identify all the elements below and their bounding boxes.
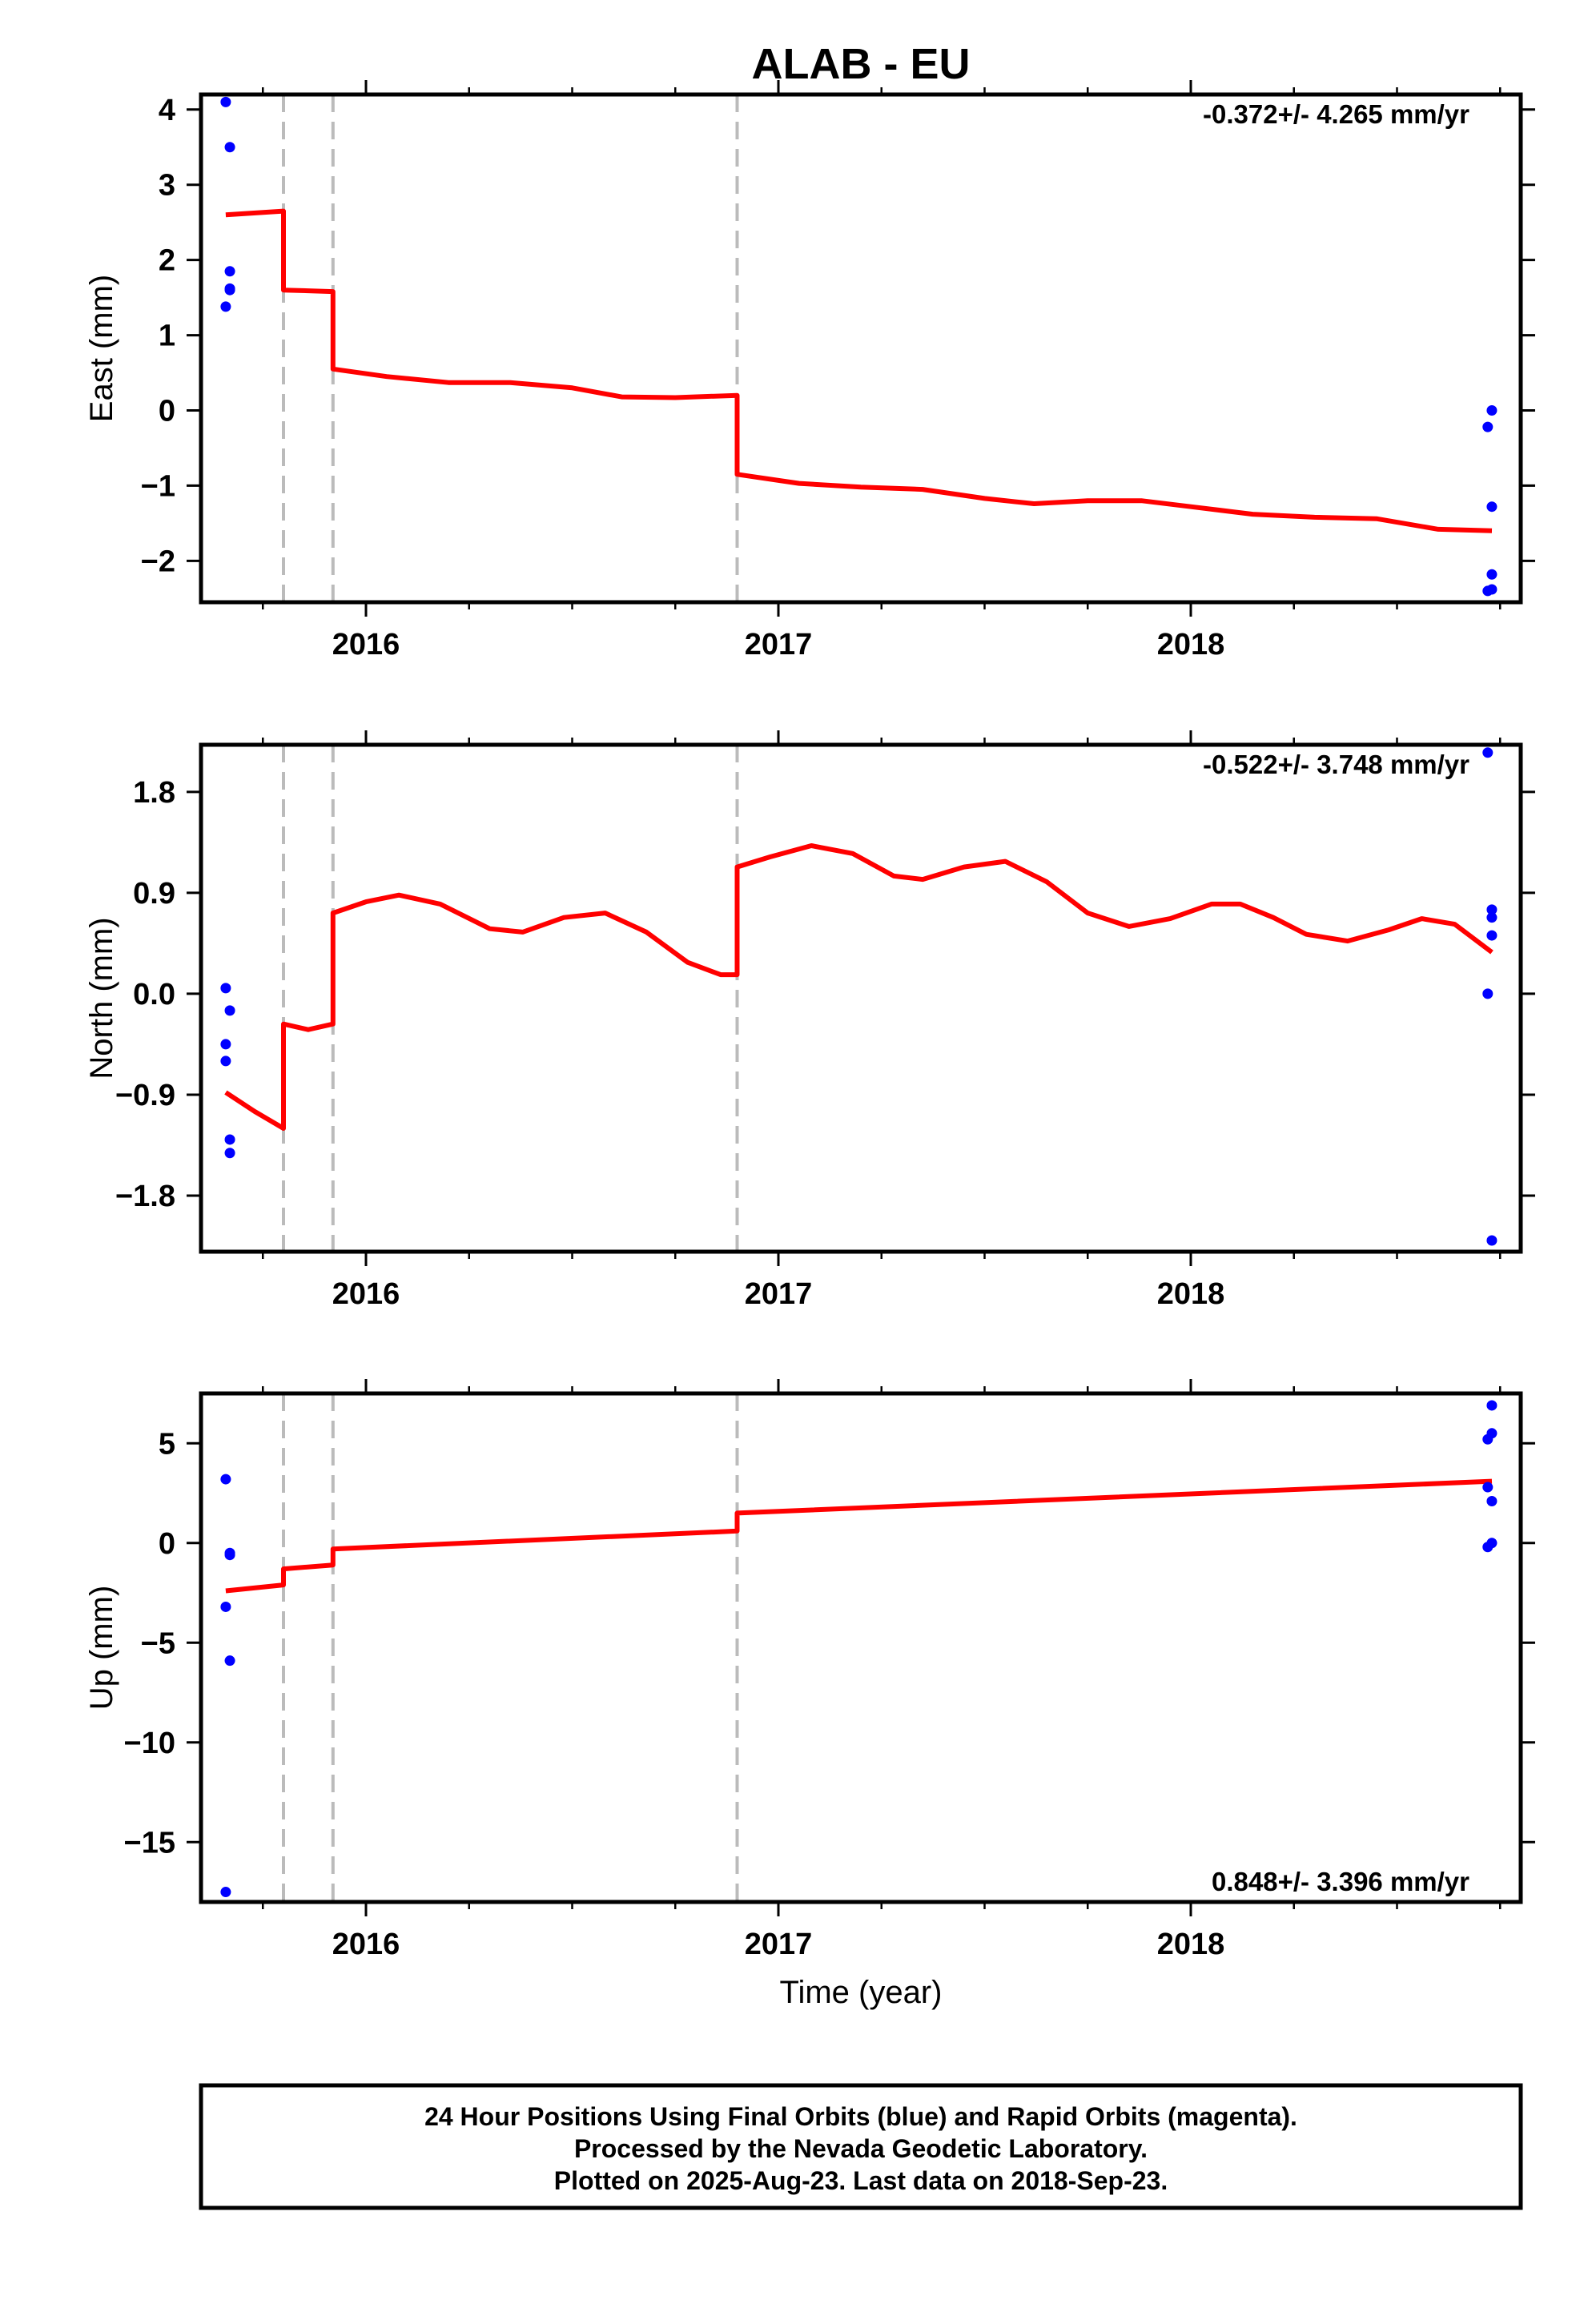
page-title: ALAB - EU [752, 40, 971, 88]
up-y-tick-label: 5 [159, 1427, 175, 1461]
north-y-tick-label: 0.9 [133, 877, 175, 911]
up-plot-frame [199, 1391, 1523, 1904]
north-data-point [224, 1148, 235, 1159]
north-y-axis-label: North (mm) [84, 917, 119, 1079]
north-data-point [1486, 904, 1498, 915]
east-data-point [1486, 404, 1498, 416]
up-x-tick-label: 2018 [1157, 1928, 1225, 1961]
north-data-point [224, 1134, 235, 1145]
north-data-point [1486, 1235, 1498, 1246]
up-model-line [225, 1478, 1493, 1594]
up-data-point [220, 1601, 231, 1612]
east-data-point [224, 142, 235, 153]
north-data-point [1482, 747, 1494, 758]
east-y-axis-label: East (mm) [84, 275, 119, 422]
north-data-point [1486, 912, 1498, 923]
north-data-point [1482, 988, 1494, 999]
footer-box: 24 Hour Positions Using Final Orbits (bl… [199, 2083, 1523, 2210]
north-data-point [220, 983, 231, 994]
north-y-tick-label: −0.9 [115, 1079, 175, 1112]
east-y-tick-label: 3 [159, 169, 175, 203]
east-data-point [1482, 421, 1494, 432]
north-x-tick-label: 2018 [1157, 1277, 1225, 1311]
east-y-tick-label: −2 [141, 545, 175, 578]
up-data-point [1486, 1428, 1498, 1439]
up-y-tick-label: 0 [159, 1527, 175, 1561]
up-y-tick-label: −5 [141, 1626, 175, 1660]
up-rate-label: 0.848+/- 3.396 mm/yr [1212, 1867, 1469, 1896]
east-plot-frame [199, 92, 1523, 605]
north-data-point [220, 1055, 231, 1067]
east-x-tick-label: 2018 [1157, 628, 1225, 661]
footer-line-2: Processed by the Nevada Geodetic Laborat… [574, 2134, 1148, 2163]
up-data-point [1482, 1482, 1494, 1493]
east-data-point [224, 283, 235, 294]
east-x-tick-label: 2016 [332, 628, 400, 661]
north-y-tick-label: −1.8 [115, 1180, 175, 1213]
north-y-tick-label: 0.0 [133, 978, 175, 1011]
up-x-tick-label: 2016 [332, 1928, 400, 1961]
east-model-line [225, 208, 1493, 533]
east-y-tick-label: 0 [159, 394, 175, 428]
east-data-point [1486, 569, 1498, 580]
north-x-tick-label: 2016 [332, 1277, 400, 1311]
up-data-point [224, 1550, 235, 1561]
up-x-axis-label: Time (year) [780, 1975, 943, 2010]
north-y-tick-label: 1.8 [133, 776, 175, 810]
up-data-point [1482, 1542, 1494, 1553]
east-y-tick-label: 4 [159, 94, 175, 127]
east-panel: 2016 2017 2018 −2 −1 0 1 2 3 4 East (mm) -0.372+/- … [84, 80, 1535, 661]
east-data-point [220, 301, 231, 312]
east-rate-label: -0.372+/- 4.265 mm/yr [1203, 99, 1469, 129]
east-y-tick-label: 2 [159, 244, 175, 278]
east-data-point [224, 266, 235, 277]
north-panel: 2016 2017 2018 −1.8 −0.9 0.0 0.9 1.8 North (mm) -… [84, 730, 1535, 1311]
east-data-point [1486, 584, 1498, 595]
up-y-tick-label: −10 [124, 1727, 175, 1760]
up-data-point [220, 1887, 231, 1898]
east-x-tick-label: 2017 [745, 628, 813, 661]
east-data-point [220, 96, 231, 107]
up-data-point [1486, 1400, 1498, 1411]
east-y-tick-label: 1 [159, 320, 175, 353]
north-plot-frame [199, 742, 1523, 1254]
up-x-tick-label: 2017 [745, 1928, 813, 1961]
footer-line-3: Plotted on 2025-Aug-23. Last data on 201… [554, 2166, 1168, 2195]
north-model-line [224, 843, 1494, 1131]
north-x-tick-label: 2017 [745, 1277, 813, 1311]
north-data-point [220, 1039, 231, 1050]
north-data-point [1486, 930, 1498, 941]
up-y-tick-label: −15 [124, 1826, 175, 1860]
up-y-axis-label: Up (mm) [84, 1586, 119, 1711]
east-y-tick-label: −1 [141, 469, 175, 503]
north-rate-label: -0.522+/- 3.748 mm/yr [1203, 750, 1469, 779]
up-data-point [224, 1655, 235, 1667]
up-data-point [220, 1474, 231, 1485]
footer-line-1: 24 Hour Positions Using Final Orbits (bl… [424, 2102, 1297, 2131]
north-data-point [224, 1005, 235, 1016]
east-data-point [1486, 501, 1498, 513]
up-data-point [1486, 1495, 1498, 1506]
up-panel: 2016 2017 2018 −15 −10 −5 0 5 Up (mm) Time (year)… [84, 1379, 1535, 2010]
